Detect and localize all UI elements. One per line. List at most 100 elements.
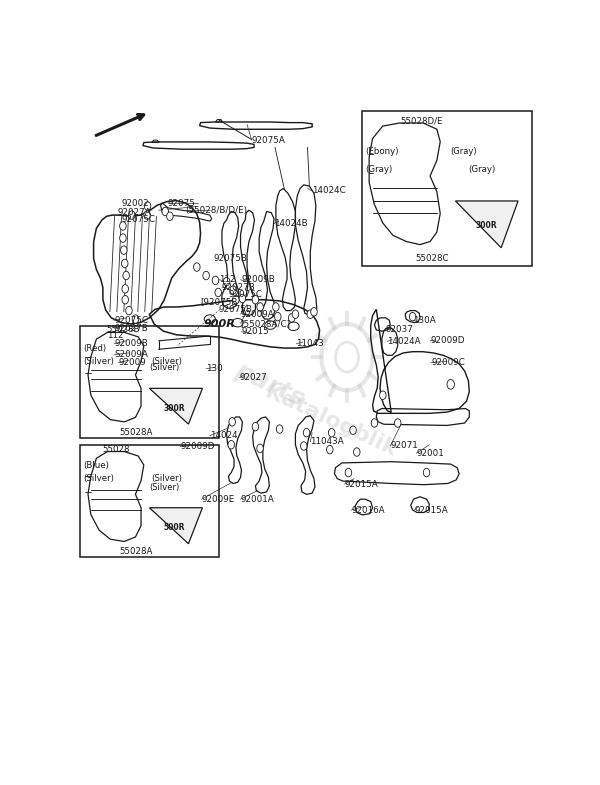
Text: 92009E: 92009E bbox=[202, 495, 235, 504]
Circle shape bbox=[311, 308, 317, 316]
Text: 92075B: 92075B bbox=[218, 305, 252, 314]
Bar bbox=[80, 326, 219, 437]
Bar bbox=[362, 111, 532, 266]
Text: 92016A: 92016A bbox=[351, 506, 385, 514]
Circle shape bbox=[121, 246, 127, 254]
Text: 300R: 300R bbox=[475, 221, 497, 231]
Text: parts: parts bbox=[232, 358, 309, 411]
Circle shape bbox=[289, 314, 295, 322]
Circle shape bbox=[274, 312, 281, 321]
Text: (Silver): (Silver) bbox=[152, 357, 182, 366]
Circle shape bbox=[328, 429, 335, 437]
Text: 92075C: 92075C bbox=[121, 215, 155, 225]
Text: [92075B: [92075B bbox=[200, 297, 238, 306]
Text: 92027B: 92027B bbox=[114, 323, 148, 333]
Circle shape bbox=[233, 295, 239, 304]
Circle shape bbox=[371, 418, 378, 427]
Circle shape bbox=[257, 303, 263, 311]
Text: 55028: 55028 bbox=[102, 444, 130, 454]
Text: 92001A: 92001A bbox=[241, 495, 274, 504]
Text: 92027: 92027 bbox=[239, 373, 268, 382]
Polygon shape bbox=[149, 508, 202, 544]
Circle shape bbox=[122, 295, 128, 304]
Circle shape bbox=[380, 391, 386, 400]
Text: 92027A: 92027A bbox=[118, 207, 152, 217]
Text: 92001: 92001 bbox=[416, 449, 444, 458]
Text: [55028A/C]: [55028A/C] bbox=[241, 319, 290, 328]
Text: (Silver): (Silver) bbox=[83, 473, 114, 483]
Circle shape bbox=[292, 310, 299, 319]
Circle shape bbox=[277, 425, 283, 433]
Text: 55028D/E: 55028D/E bbox=[401, 116, 443, 126]
Circle shape bbox=[119, 234, 126, 243]
Text: 92009: 92009 bbox=[118, 358, 146, 367]
Text: 92037: 92037 bbox=[386, 325, 413, 334]
Text: (Silver): (Silver) bbox=[149, 363, 179, 372]
Circle shape bbox=[144, 211, 151, 219]
Circle shape bbox=[215, 288, 221, 297]
Text: 14024C: 14024C bbox=[312, 186, 346, 195]
Circle shape bbox=[409, 312, 416, 321]
Polygon shape bbox=[149, 389, 202, 424]
Text: 92009A: 92009A bbox=[241, 310, 274, 319]
Circle shape bbox=[123, 272, 130, 279]
Text: 900R: 900R bbox=[203, 319, 235, 329]
Text: 55028A: 55028A bbox=[119, 546, 153, 556]
Circle shape bbox=[301, 442, 307, 451]
Circle shape bbox=[252, 295, 259, 304]
Polygon shape bbox=[455, 201, 518, 248]
Text: 55028A: 55028A bbox=[119, 428, 153, 437]
Text: 11043A: 11043A bbox=[310, 437, 344, 446]
Text: 92075C: 92075C bbox=[229, 290, 262, 299]
Text: 92009B: 92009B bbox=[114, 339, 148, 349]
Text: (Silver): (Silver) bbox=[83, 357, 114, 366]
Text: 92015A: 92015A bbox=[415, 506, 448, 514]
Text: 130A: 130A bbox=[413, 316, 436, 325]
Text: 92009C: 92009C bbox=[431, 358, 465, 367]
Text: 92027B: 92027B bbox=[222, 283, 256, 291]
Text: S2009A: S2009A bbox=[114, 350, 148, 360]
Text: (Gray): (Gray) bbox=[365, 165, 392, 173]
Text: 92075: 92075 bbox=[168, 199, 196, 207]
Circle shape bbox=[125, 306, 132, 315]
Circle shape bbox=[203, 272, 209, 279]
Circle shape bbox=[230, 286, 236, 294]
Circle shape bbox=[229, 418, 235, 426]
Text: 92009B: 92009B bbox=[241, 276, 275, 284]
Text: 112: 112 bbox=[219, 276, 236, 284]
Circle shape bbox=[228, 440, 235, 449]
Circle shape bbox=[257, 444, 263, 453]
Text: (Blue): (Blue) bbox=[83, 461, 109, 470]
Circle shape bbox=[353, 447, 360, 456]
Text: 14024: 14024 bbox=[210, 431, 238, 440]
Text: Katalogblik: Katalogblik bbox=[262, 382, 400, 460]
Circle shape bbox=[423, 469, 430, 476]
Text: (Gray): (Gray) bbox=[468, 165, 495, 173]
Circle shape bbox=[121, 259, 128, 268]
Circle shape bbox=[162, 207, 169, 216]
Circle shape bbox=[252, 422, 259, 431]
Circle shape bbox=[307, 310, 314, 319]
Circle shape bbox=[132, 315, 139, 323]
Circle shape bbox=[272, 303, 279, 311]
Text: 14024B: 14024B bbox=[274, 219, 308, 228]
Text: 130: 130 bbox=[206, 364, 223, 373]
Text: 500R: 500R bbox=[164, 524, 185, 532]
Text: 11043: 11043 bbox=[296, 339, 324, 349]
Text: 92015: 92015 bbox=[241, 327, 269, 336]
Circle shape bbox=[326, 445, 333, 454]
Text: 92071: 92071 bbox=[390, 441, 418, 451]
Circle shape bbox=[194, 263, 200, 272]
Text: 92075B: 92075B bbox=[214, 254, 247, 263]
Text: (Silver): (Silver) bbox=[152, 473, 182, 483]
Text: 92075A: 92075A bbox=[252, 136, 286, 144]
Text: (55028/B/D/E): (55028/B/D/E) bbox=[185, 206, 248, 215]
Text: (Ebony): (Ebony) bbox=[365, 147, 398, 156]
Circle shape bbox=[394, 418, 401, 427]
Circle shape bbox=[345, 469, 352, 476]
Text: 92009D: 92009D bbox=[430, 336, 465, 345]
Circle shape bbox=[122, 285, 128, 293]
Text: 92015A: 92015A bbox=[344, 480, 379, 488]
Text: 55028C: 55028C bbox=[416, 254, 449, 263]
Text: 92075C: 92075C bbox=[114, 316, 148, 325]
